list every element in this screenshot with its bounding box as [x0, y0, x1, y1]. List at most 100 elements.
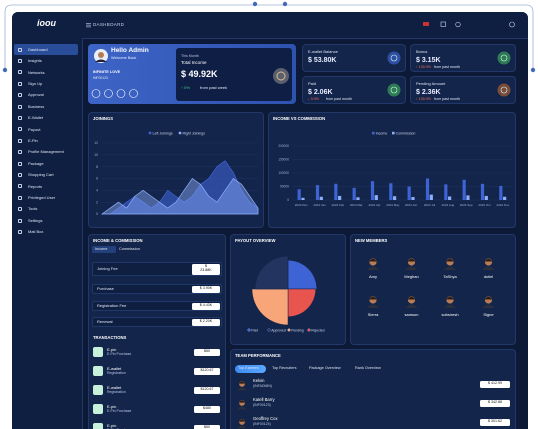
- menu-item[interactable]: Approval: [28, 92, 44, 98]
- x-tick-label: 2024 May: [386, 203, 400, 207]
- avatar-hair: [446, 296, 454, 300]
- menu-item-icon: [18, 104, 22, 109]
- team-tab[interactable]: Rank Overview: [355, 366, 381, 370]
- menu-item[interactable]: Package: [28, 160, 44, 166]
- area-series: [102, 160, 259, 215]
- y-tick-label: 0: [96, 212, 98, 216]
- x-tick-label: 2024 Aug: [441, 203, 454, 207]
- menu-item[interactable]: Mail Box: [28, 229, 44, 235]
- legend-swatch: [178, 131, 182, 135]
- income-row-value: $ 4.43K: [192, 302, 220, 310]
- legend-label: Paid: [251, 328, 258, 332]
- menu-item[interactable]: Shopping Cart: [28, 172, 54, 178]
- transaction-type: E-Pin Purchase: [107, 352, 132, 356]
- legend-label: Rejected: [311, 328, 324, 332]
- avatar-body: [237, 406, 247, 410]
- income-tab[interactable]: Income: [95, 246, 108, 251]
- menu-item-icon: [18, 161, 22, 166]
- avatar-body: [367, 304, 379, 308]
- menu-item[interactable]: Dashboard: [28, 46, 48, 52]
- legend-label: Commission: [396, 131, 416, 135]
- menu-item-icon: [18, 115, 22, 120]
- bar: [425, 178, 430, 200]
- transaction-name: E-pin: [107, 423, 117, 428]
- bar: [297, 189, 301, 200]
- profile-id: INF00123: [93, 76, 108, 80]
- transaction-icon: [93, 385, 103, 395]
- legend-swatch: [247, 328, 251, 332]
- bar: [484, 195, 488, 200]
- bar: [319, 196, 323, 200]
- legend-label: Income: [376, 131, 388, 135]
- team-tab[interactable]: Top Earners: [238, 366, 259, 370]
- bar: [334, 183, 338, 200]
- stat-label: Paid: [308, 81, 317, 86]
- transaction-icon: [93, 347, 103, 357]
- stat-label: Bonus: [416, 49, 428, 54]
- menu-item-icon: [18, 138, 22, 143]
- stat-icon-glyph: [500, 86, 508, 94]
- income-icon-inner: [276, 71, 286, 81]
- frame-dot: [530, 67, 536, 73]
- avatar-body: [482, 304, 495, 308]
- legend-label: Pending: [291, 328, 304, 332]
- x-tick-label: 2024 Sep: [460, 203, 473, 207]
- menu-item-icon: [18, 81, 22, 86]
- sidebar: [12, 38, 83, 429]
- stat-change: ↑ 100.0%: [416, 65, 431, 69]
- bar: [301, 197, 305, 200]
- bar: [407, 186, 411, 200]
- polar-sector: [287, 288, 317, 318]
- menu-item[interactable]: E-Pin: [28, 138, 38, 143]
- income-chart-title: INCOME VS COMMISSION: [273, 116, 326, 121]
- transaction-icon: [93, 404, 103, 414]
- fullscreen-icon: [440, 21, 446, 27]
- menu-item[interactable]: Reports: [28, 183, 43, 189]
- menu-item[interactable]: Profile Management: [28, 149, 64, 155]
- income-row-value-text: $ 2.20K: [199, 319, 213, 324]
- menu-item[interactable]: Payout: [28, 126, 41, 132]
- bar: [338, 195, 342, 200]
- transaction-name: E-pin: [107, 347, 117, 352]
- income-row-value-text: $ 3.90K: [199, 286, 213, 291]
- menu-item[interactable]: Business: [28, 103, 45, 109]
- brand-logo: ioou: [37, 18, 56, 28]
- team-amount: $ 301.62: [480, 418, 510, 426]
- legend-swatch: [267, 328, 271, 332]
- menu-item[interactable]: Settings: [28, 217, 43, 223]
- transaction-icon: [93, 366, 103, 376]
- transaction-name: E-pin: [107, 404, 117, 409]
- menu-item[interactable]: Privileged User: [28, 195, 56, 200]
- bar: [411, 197, 415, 200]
- menu-item[interactable]: Tools: [28, 206, 38, 212]
- frame-dot: [2, 67, 8, 73]
- team-tab[interactable]: Package Overview: [309, 366, 341, 370]
- menu-item-icon: [18, 58, 22, 63]
- team-member-name: Geoffrey Cox: [253, 416, 278, 421]
- avatar-body: [444, 304, 456, 308]
- y-tick-label: 100000: [278, 171, 289, 175]
- team-tab[interactable]: Top Recruiters: [272, 366, 297, 370]
- transaction-amount-text: $120.67: [200, 387, 214, 392]
- stat-change: ↑ 100.0%: [416, 97, 431, 101]
- stat-icon: [387, 83, 401, 97]
- menu-item[interactable]: Sign Up: [28, 81, 43, 86]
- income-row-value: $ 2.20K: [192, 318, 220, 326]
- sidebar-active: [14, 44, 78, 55]
- menu-item[interactable]: E-Wallet: [28, 115, 43, 121]
- frame-dot: [282, 1, 288, 7]
- income-value: $ 49.92K: [181, 69, 218, 79]
- transaction-amount: $50: [194, 348, 220, 356]
- transaction-amount-text: $120.67: [200, 368, 214, 373]
- income-tab[interactable]: Commission: [119, 246, 140, 251]
- area-series: [100, 178, 259, 215]
- x-tick-label: 2024 Jul: [424, 203, 436, 207]
- legend-swatch: [372, 131, 375, 135]
- menu-item[interactable]: Insights: [28, 58, 42, 64]
- transaction-amount-text: $50: [204, 349, 210, 354]
- menu-item[interactable]: Networks: [28, 69, 45, 75]
- menu-item-icon: [18, 150, 22, 155]
